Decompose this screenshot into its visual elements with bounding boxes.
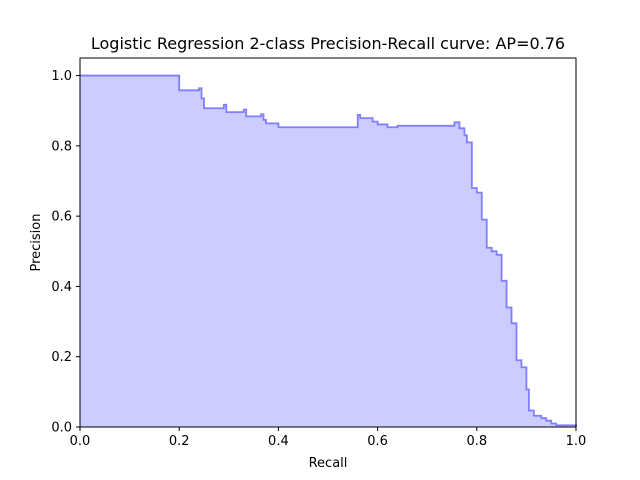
y-axis-label: Precision (29, 213, 44, 271)
x-tick-label: 0.0 (70, 434, 91, 449)
x-axis-label: Recall (309, 456, 348, 471)
y-tick-label: 0.4 (51, 280, 72, 295)
y-tick-label: 1.0 (51, 69, 72, 84)
y-tick-label: 0.6 (51, 210, 72, 225)
axes-frame (79, 57, 577, 428)
x-tick-label: 0.8 (466, 434, 487, 449)
chart-title: Logistic Regression 2-class Precision-Re… (91, 34, 565, 53)
pr-curve-fill (80, 75, 576, 427)
x-tick-label: 0.2 (169, 434, 190, 449)
axes: 0.0 0.2 0.4 0.6 0.8 1.0 0.0 0.2 0.4 0.6 0.8 1.0 (51, 57, 587, 449)
x-tick-label: 0.6 (367, 434, 388, 449)
x-tick-label: 0.4 (268, 434, 289, 449)
y-tick-label: 0.8 (51, 139, 72, 154)
plot-area (80, 74, 577, 427)
pr-curve-line (80, 74, 577, 427)
y-tick-label: 0.2 (51, 350, 72, 365)
x-tick-label: 1.0 (566, 434, 587, 449)
y-tick-label: 0.0 (51, 421, 72, 436)
